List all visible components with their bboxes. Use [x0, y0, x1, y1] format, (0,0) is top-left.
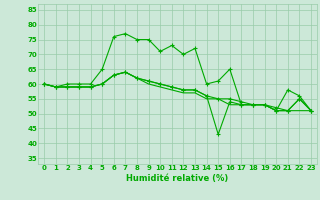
X-axis label: Humidité relative (%): Humidité relative (%)	[126, 174, 229, 183]
